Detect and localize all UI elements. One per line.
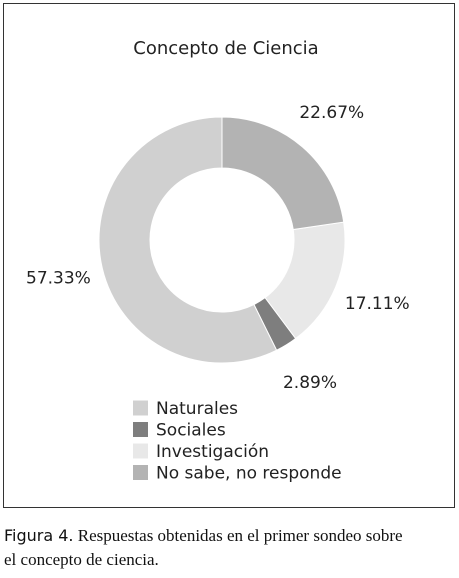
value-label: 22.67% [299,103,364,123]
chart-title: Concepto de Ciencia [133,38,318,59]
chart: Concepto de Ciencia 57.33% 2.89% 17.11% 22.… [3,3,455,508]
frame [3,3,455,508]
value-label: 57.33% [26,268,91,288]
donut-slice [221,116,345,231]
legend-label: Investigación [156,442,269,462]
caption-label: Figura 4. [4,526,74,545]
legend-label: Naturales [156,399,238,419]
legend-label: No sabe, no responde [156,464,342,484]
caption-text: Respuestas obtenidas en el primer sondeo… [4,526,403,569]
legend-swatch [133,422,148,437]
caption: Figura 4. Respuestas obtenidas en el pri… [4,524,404,572]
legend-swatch [133,400,148,416]
value-label: 17.11% [345,294,410,314]
legend-swatch [133,465,148,480]
legend-label: Sociales [156,421,226,441]
donut-slice [98,116,278,364]
value-label: 2.89% [283,373,337,393]
legend-swatch [133,443,148,459]
